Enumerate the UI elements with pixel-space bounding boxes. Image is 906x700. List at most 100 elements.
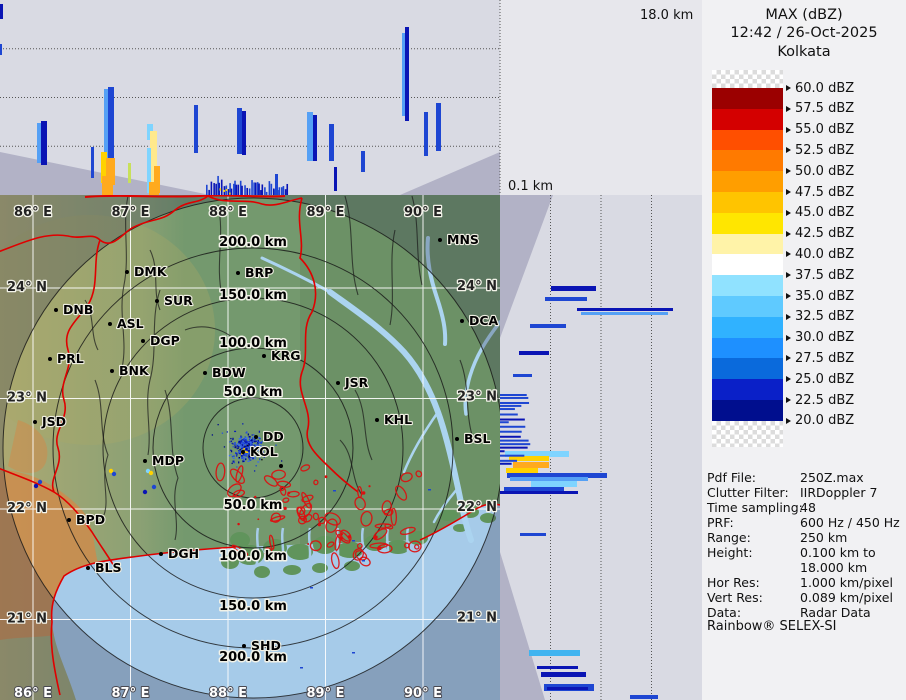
clutter-dot (261, 450, 263, 453)
island (221, 555, 239, 569)
city-dot (236, 271, 240, 275)
clutter-dot (239, 441, 242, 444)
rivers (260, 236, 500, 543)
clutter-spike (268, 181, 271, 195)
clutter-spike (218, 182, 220, 195)
clutter-dot (251, 445, 253, 447)
clutter-spike (254, 182, 257, 195)
clutter-dot (232, 437, 234, 440)
clutter-dot (241, 455, 243, 457)
clutter-dot (250, 448, 252, 450)
coast-outline (374, 523, 392, 529)
clutter-dot (259, 445, 261, 448)
city-label: BLS (95, 560, 122, 575)
city-label: JSD (41, 414, 66, 429)
city-dot (159, 552, 163, 556)
scale-level: 27.5 dBZ (786, 351, 854, 366)
map-labels: 86° E 86° E 87° E 87° E 88° E 88° E 89° E 89° E… (6, 204, 500, 700)
clutter-dot (244, 442, 247, 445)
level-label: 60.0 dBZ (795, 80, 855, 96)
clutter-spike (235, 184, 238, 195)
range-ring-label: 150.0 km (219, 599, 287, 614)
city-label: SHD (251, 638, 281, 653)
metadata-value: 600 Hz / 450 Hz (800, 515, 900, 530)
clutter-spike (261, 184, 264, 195)
clutter-dot (261, 440, 263, 443)
city-label: DMK (134, 264, 168, 279)
clutter-dot (249, 442, 252, 444)
clutter-dot (249, 438, 252, 441)
echo-bar (506, 468, 538, 473)
echo-bar (334, 167, 337, 191)
clutter-dot (253, 448, 256, 450)
clutter-spike (500, 404, 522, 407)
scale-level: 60.0 dBZ (786, 81, 854, 96)
lon-label-top: 88° E (209, 205, 247, 220)
island (386, 540, 410, 554)
coast-outline (330, 552, 340, 570)
clutter-spike (500, 450, 505, 453)
coast-outline (229, 468, 245, 484)
metadata-value: Radar Data (800, 605, 871, 620)
coast-outline (270, 512, 282, 523)
clutter-dot (246, 451, 249, 454)
clutter-dot (263, 445, 265, 448)
echo-bar (500, 491, 578, 494)
echo-speck (352, 652, 355, 654)
level-label: 32.5 dBZ (795, 309, 855, 325)
echo-bar (0, 44, 2, 55)
level-label: 50.0 dBZ (795, 163, 855, 179)
city-label: DCA (469, 313, 499, 328)
clutter-spike (274, 189, 276, 195)
clutter-dot (237, 446, 240, 448)
clutter-spike (500, 435, 521, 438)
scale-level: 45.0 dBZ (786, 205, 854, 220)
coast-outline (229, 557, 234, 562)
city-dot (155, 299, 159, 303)
lon-label-bottom: 88° E (209, 686, 247, 700)
coast-outline (415, 470, 423, 478)
scale-color-block (712, 150, 783, 172)
echo-bar (0, 4, 3, 19)
scale-level: 25.0 dBZ (786, 372, 854, 387)
clutter-spike (282, 186, 285, 195)
clutter-dot (260, 442, 262, 445)
clutter-dot (238, 451, 241, 453)
echo-bar (551, 286, 596, 291)
clutter-dot (241, 443, 244, 445)
city-dot (279, 464, 283, 468)
echo-bar (275, 174, 278, 195)
coast-outline (361, 491, 366, 495)
clutter-dot (248, 446, 251, 448)
echo-bar (530, 324, 566, 328)
clutter-spike (241, 185, 243, 195)
clutter-dot (247, 445, 249, 448)
clutter-spike (229, 192, 231, 195)
clutter-dot (269, 454, 272, 456)
coast-outline (287, 491, 291, 495)
coast-outline (399, 526, 416, 535)
clutter-dot (252, 456, 254, 459)
clutter-dot (242, 423, 244, 425)
city-dot (455, 437, 459, 441)
clutter-dot (250, 443, 252, 446)
clutter-spike (227, 189, 230, 195)
scale-level: 32.5 dBZ (786, 309, 854, 324)
city-label: KHL (384, 412, 412, 427)
clutter-spike (251, 180, 253, 195)
metadata-label: PRF: (707, 515, 734, 530)
clutter-spike (233, 183, 235, 195)
coast-outline (269, 534, 275, 550)
clutter-dot (248, 438, 251, 441)
echo-cell (108, 468, 114, 474)
city-dot (67, 518, 71, 522)
clutter-spike (223, 189, 226, 192)
clutter-dot (249, 447, 251, 450)
clutter-spike (277, 190, 279, 195)
city-label: BPD (76, 512, 105, 527)
metadata-label: Range: (707, 530, 751, 545)
clutter-dot (252, 440, 255, 443)
metadata-label: Pdf File: (707, 470, 756, 485)
clutter-dot (251, 441, 254, 444)
city-dot (262, 354, 266, 358)
